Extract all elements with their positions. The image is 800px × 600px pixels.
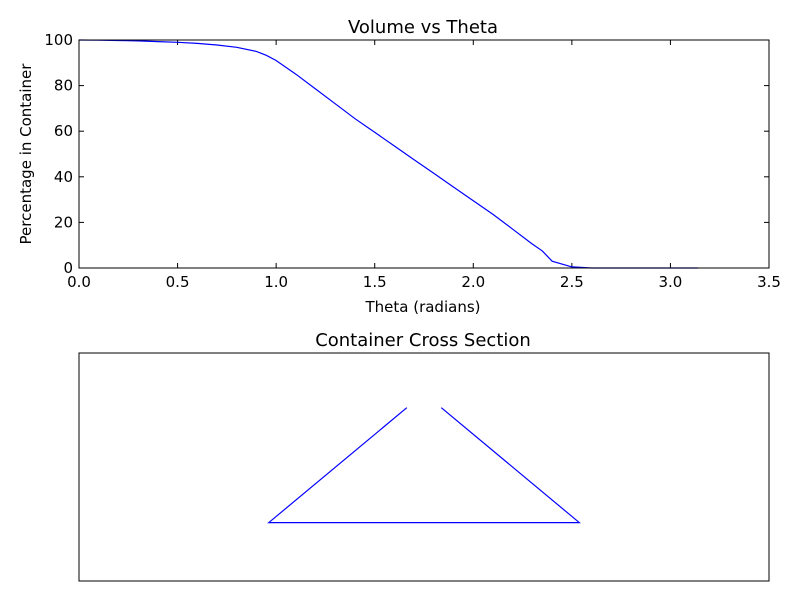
x-tick-label: 0.5: [166, 273, 190, 291]
y-tick-label: 20: [54, 213, 73, 231]
top-plot-frame: [78, 39, 770, 269]
container-outline: [267, 407, 581, 524]
y-axis-label: Percentage in Container: [17, 63, 35, 245]
x-tick-label: 1.0: [264, 273, 288, 291]
x-tick-label: 2.5: [560, 273, 584, 291]
volume-curve: [78, 39, 698, 269]
y-tick-label: 100: [44, 31, 73, 49]
x-axis-label: Theta (radians): [364, 298, 480, 316]
x-tick-label: 0.0: [67, 273, 91, 291]
chart-title: Volume vs Theta: [348, 17, 498, 38]
y-tick-label: 40: [54, 168, 73, 186]
x-tick-label: 3.0: [658, 273, 682, 291]
x-tick-label: 3.5: [757, 273, 781, 291]
top-plot-area: 0.0 0.5 1.0 1.5 2.0 2.5 3.0 3.5 0 20 40 60 80 100: [44, 31, 781, 291]
container-cross-section-chart: Container Cross Section: [78, 330, 770, 582]
y-tick-label: 60: [54, 122, 73, 140]
bottom-plot-area: [267, 407, 581, 524]
volume-vs-theta-chart: Volume vs Theta 0.0 0.5 1.0 1.5 2.0 2.5 3.0 3.5…: [17, 17, 781, 316]
chart-title: Container Cross Section: [315, 330, 531, 351]
x-tick-label: 2.0: [461, 273, 485, 291]
x-tick-label: 1.5: [363, 273, 387, 291]
y-tick-label: 0: [63, 259, 73, 277]
y-tick-label: 80: [54, 77, 73, 95]
bottom-plot-frame: [78, 352, 770, 582]
